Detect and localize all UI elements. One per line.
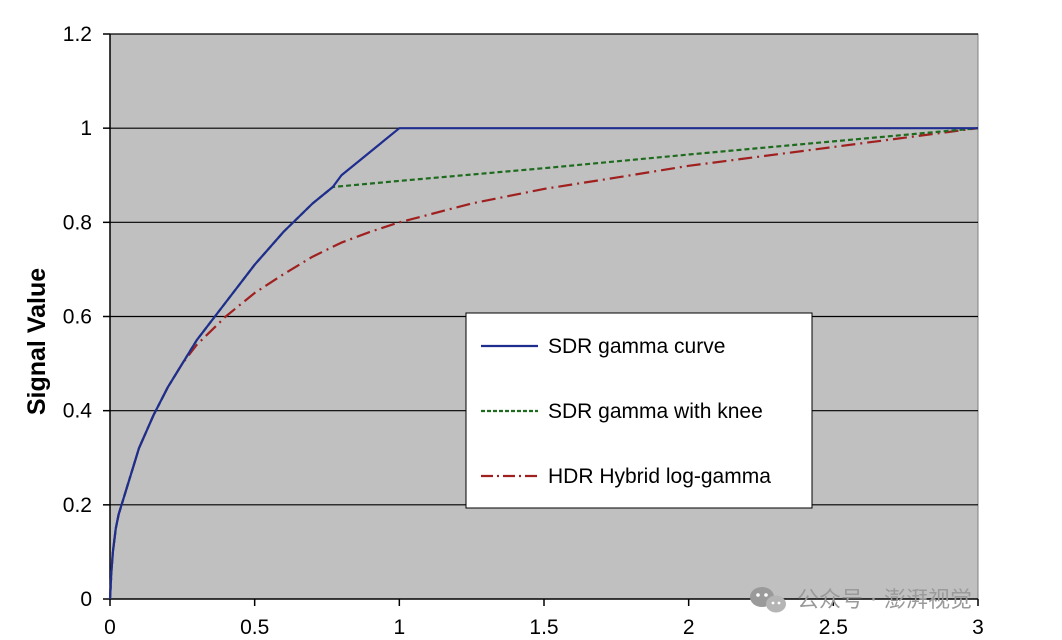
x-tick-label: 1.5 [529,616,558,639]
y-tick-label: 0 [80,588,92,611]
x-tick-label: 2 [683,616,695,639]
legend: SDR gamma curve SDR gamma with knee HDR Hy… [465,312,813,509]
axes [103,33,979,606]
legend-label: HDR Hybrid log-gamma [548,465,771,488]
x-tick-label: 1 [393,616,405,639]
y-tick-label: 0.8 [63,211,92,234]
y-tick-label: 0.4 [63,400,93,423]
wechat-icon [750,587,786,613]
series-lines [108,127,979,600]
legend-items: SDR gamma curve SDR gamma with knee HDR Hy… [481,335,771,488]
y-tick-label: 0.2 [63,494,92,517]
y-tick-label: 1.2 [63,23,92,46]
x-tick-label: 2.5 [819,616,848,639]
y-axis-title: Signal Value [23,268,51,415]
y-tick-labels: 0 0.2 0.4 0.6 0.8 1 1.2 [63,23,93,611]
series-line-0 [108,127,978,600]
legend-label: SDR gamma curve [548,335,725,358]
x-tick-labels: 0 0.5 1 1.5 2 2.5 3 [104,616,984,639]
x-tick-label: 0.5 [240,616,269,639]
y-tick-label: 0.6 [63,306,92,329]
legend-label: SDR gamma with knee [548,400,763,423]
watermark: 公众号 · 澎湃视觉 [750,587,972,613]
x-tick-label: 3 [972,616,984,639]
x-tick-label: 0 [104,616,116,639]
y-tick-label: 1 [80,117,92,140]
watermark-text: 公众号 · 澎湃视觉 [797,588,972,613]
